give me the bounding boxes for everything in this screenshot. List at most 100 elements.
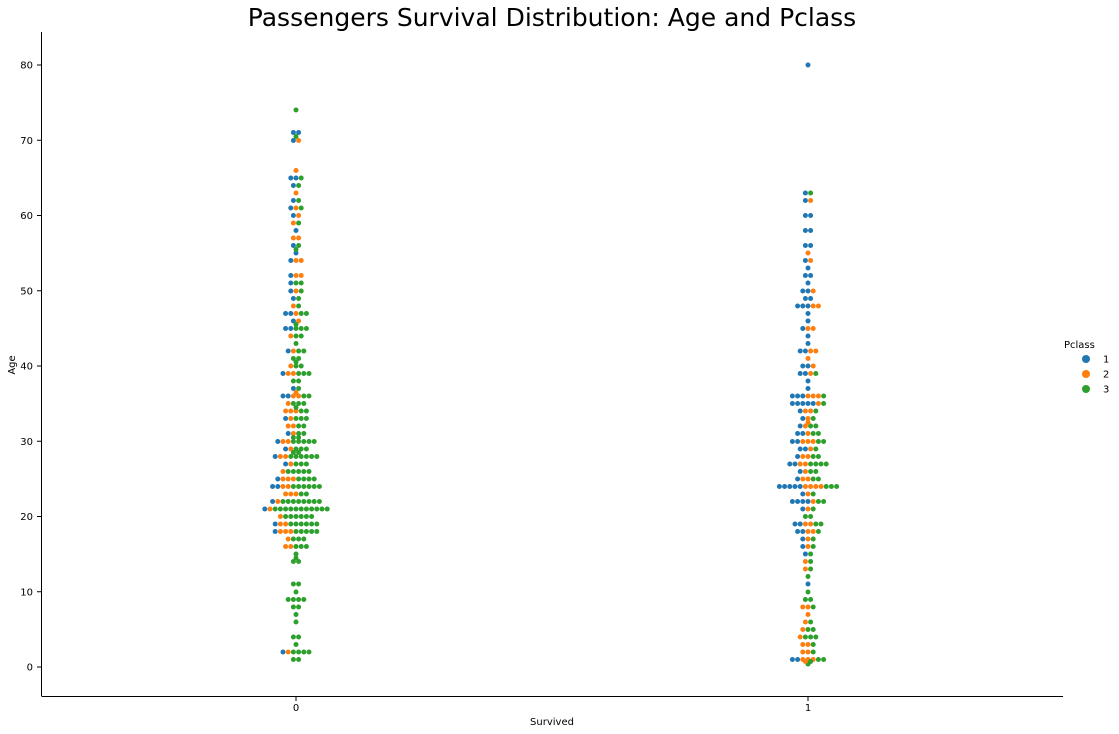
data-point-pclass-3 [818, 461, 824, 467]
data-point-pclass-3 [298, 408, 304, 414]
data-point-pclass-3 [309, 454, 315, 459]
data-point-pclass-1 [290, 138, 296, 143]
data-point-pclass-3 [815, 439, 821, 444]
data-point-pclass-3 [293, 322, 299, 327]
data-point-pclass-1 [805, 341, 811, 346]
data-point-pclass-1 [283, 446, 289, 452]
x-tick-label: 0 [293, 703, 299, 714]
data-point-pclass-2 [805, 476, 811, 482]
data-point-pclass-2 [805, 250, 811, 256]
data-point-pclass-2 [808, 408, 814, 414]
data-point-pclass-3 [303, 491, 309, 497]
data-point-pclass-3 [813, 371, 819, 376]
data-point-pclass-2 [277, 529, 283, 534]
data-point-pclass-2 [280, 476, 286, 482]
data-point-pclass-2 [298, 258, 304, 263]
data-point-pclass-1 [789, 657, 795, 662]
data-point-pclass-1 [810, 401, 816, 406]
data-point-pclass-3 [298, 326, 304, 331]
data-point-pclass-3 [296, 183, 302, 188]
y-ticks: 0 10 20 30 40 50 60 70 80 [20, 61, 42, 674]
legend: Pclass 1 2 3 [1064, 340, 1109, 396]
data-point-pclass-1 [795, 431, 801, 436]
data-point-pclass-1 [795, 401, 801, 406]
data-point-pclass-1 [296, 130, 302, 135]
data-point-pclass-3 [293, 359, 299, 365]
data-point-pclass-3 [293, 506, 299, 512]
data-point-pclass-1 [797, 484, 803, 489]
data-point-pclass-1 [270, 484, 276, 489]
data-point-pclass-2 [285, 649, 291, 655]
data-point-pclass-1 [802, 198, 808, 203]
data-point-pclass-1 [275, 439, 281, 444]
data-point-pclass-3 [296, 439, 302, 444]
data-point-pclass-2 [298, 273, 304, 278]
data-point-pclass-2 [267, 506, 273, 512]
data-point-pclass-3 [298, 521, 304, 527]
data-point-pclass-3 [293, 341, 299, 346]
data-point-pclass-3 [319, 506, 325, 512]
data-point-pclass-2 [813, 348, 819, 354]
data-point-pclass-3 [296, 423, 302, 429]
data-point-pclass-3 [293, 461, 299, 467]
data-point-pclass-3 [821, 439, 827, 444]
data-point-pclass-1 [272, 454, 278, 459]
data-point-pclass-2 [288, 416, 294, 421]
data-point-pclass-3 [303, 521, 309, 527]
data-point-pclass-3 [301, 439, 307, 444]
data-point-pclass-2 [288, 408, 294, 414]
data-point-pclass-2 [808, 521, 814, 527]
data-point-pclass-3 [303, 506, 309, 512]
data-point-pclass-3 [306, 469, 312, 474]
data-point-pclass-1 [800, 303, 806, 309]
data-point-pclass-2 [283, 408, 289, 414]
data-point-pclass-3 [293, 589, 299, 595]
data-point-pclass-3 [290, 604, 296, 610]
data-point-pclass-2 [800, 476, 806, 482]
data-point-pclass-2 [815, 393, 821, 399]
data-point-pclass-1 [285, 348, 291, 354]
data-point-pclass-3 [296, 581, 302, 587]
data-point-pclass-2 [293, 205, 299, 211]
data-point-pclass-1 [776, 484, 782, 489]
data-point-pclass-3 [808, 461, 814, 467]
data-point-pclass-2 [808, 348, 814, 354]
data-point-pclass-2 [818, 484, 824, 489]
data-point-pclass-2 [805, 544, 811, 549]
data-point-pclass-2 [280, 469, 286, 474]
data-point-pclass-3 [808, 659, 814, 664]
data-point-pclass-1 [800, 499, 806, 504]
data-point-pclass-1 [795, 303, 801, 309]
data-point-pclass-1 [805, 363, 811, 369]
data-point-pclass-2 [808, 484, 814, 489]
data-point-pclass-1 [800, 431, 806, 436]
data-point-pclass-3 [834, 484, 840, 489]
data-point-pclass-3 [296, 401, 302, 406]
data-point-pclass-3 [306, 499, 312, 504]
data-point-pclass-3 [290, 450, 296, 455]
data-point-pclass-1 [797, 348, 803, 354]
data-point-pclass-3 [296, 559, 302, 564]
data-point-pclass-1 [805, 303, 811, 309]
data-point-pclass-1 [805, 265, 811, 271]
data-point-pclass-3 [821, 499, 827, 504]
data-point-pclass-2 [288, 446, 294, 452]
data-point-pclass-1 [283, 326, 289, 331]
data-point-pclass-3 [303, 311, 309, 316]
data-point-pclass-3 [808, 190, 814, 196]
data-point-pclass-1 [789, 439, 795, 444]
data-point-pclass-1 [288, 205, 294, 211]
data-point-pclass-1 [272, 529, 278, 534]
data-point-pclass-1 [800, 506, 806, 512]
data-point-pclass-3 [290, 657, 296, 662]
data-point-pclass-1 [805, 62, 811, 68]
data-point-pclass-3 [309, 514, 315, 519]
data-point-pclass-1 [797, 446, 803, 452]
data-point-pclass-2 [290, 423, 296, 429]
data-point-pclass-2 [802, 521, 808, 527]
data-point-pclass-1 [805, 311, 811, 316]
data-point-pclass-3 [808, 469, 814, 474]
data-point-pclass-2 [805, 439, 811, 444]
data-point-pclass-3 [285, 597, 291, 602]
data-point-pclass-3 [301, 431, 307, 436]
